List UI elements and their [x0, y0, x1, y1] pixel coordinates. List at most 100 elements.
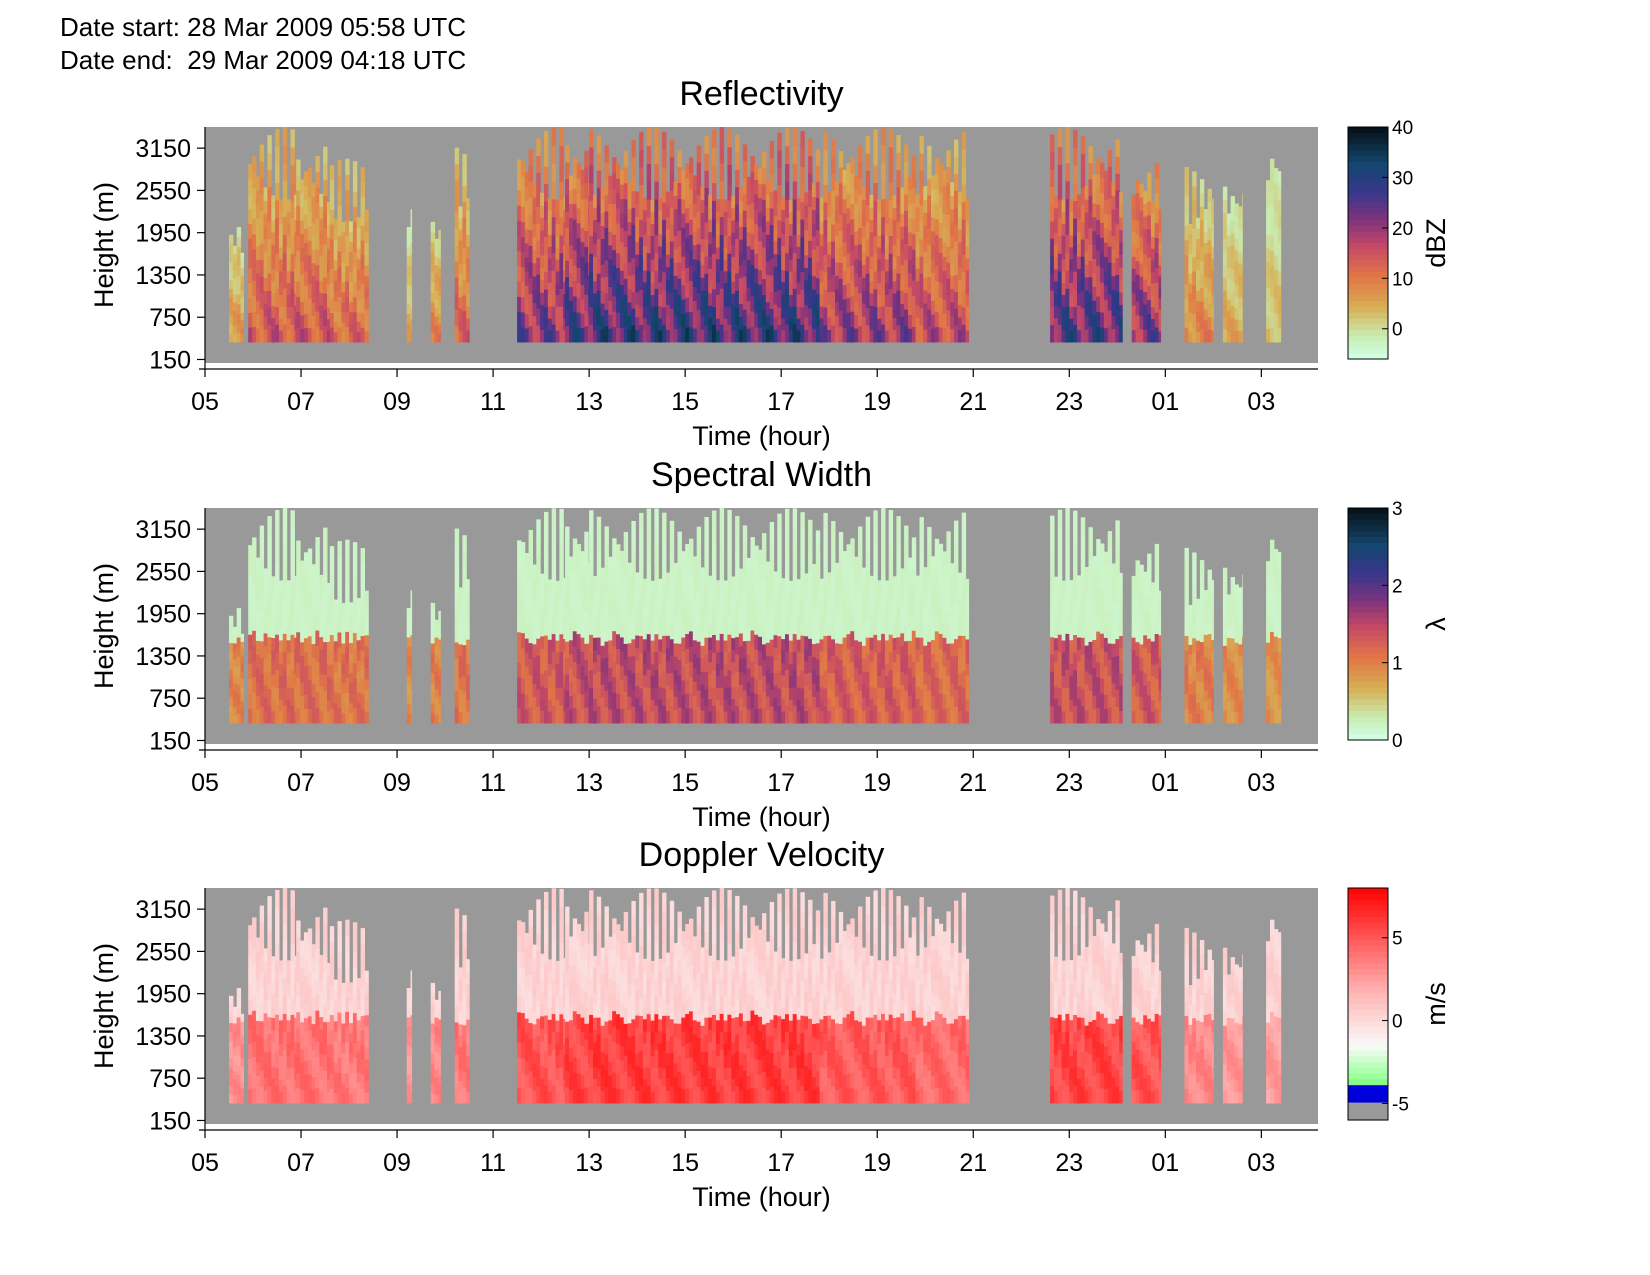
heatmap-cell	[240, 648, 244, 657]
heatmap-cell	[576, 588, 581, 605]
heatmap-cell	[232, 626, 238, 636]
heatmap-cell	[572, 600, 578, 616]
heatmap-cell	[1084, 593, 1089, 607]
heatmap-cell	[1273, 211, 1279, 227]
heatmap-cell	[559, 508, 564, 528]
heatmap-cell	[815, 578, 821, 596]
heatmap-cell	[796, 329, 801, 343]
heatmap-cell	[327, 236, 331, 250]
heatmap-cell	[1147, 595, 1152, 611]
heatmap-cell	[631, 554, 636, 573]
heatmap-cell	[900, 316, 905, 330]
heatmap-cell	[1096, 295, 1101, 312]
heatmap-cell	[438, 295, 441, 306]
heatmap-cell	[954, 139, 959, 158]
heatmap-cell	[635, 610, 640, 624]
heatmap-cell	[1277, 299, 1282, 314]
heatmap-cell	[240, 319, 244, 328]
heatmap-cell	[904, 525, 909, 543]
heatmap-cell	[1107, 659, 1113, 676]
heatmap-cell	[627, 656, 632, 670]
heatmap-cell	[600, 328, 605, 343]
heatmap-cell	[307, 708, 313, 724]
heatmap-cell	[462, 550, 467, 567]
heatmap-cell	[1065, 615, 1070, 634]
heatmap-cell	[842, 184, 847, 200]
heatmap-cell	[1242, 292, 1243, 306]
heatmap-cell	[278, 580, 284, 593]
heatmap-cell	[777, 531, 782, 549]
heatmap-cell	[808, 257, 813, 275]
heatmap-cell	[938, 558, 944, 575]
heatmap-cell	[229, 660, 234, 670]
heatmap-cell	[919, 671, 924, 690]
heatmap-cell	[854, 328, 859, 343]
heatmap-cell	[303, 637, 309, 653]
heatmap-cell	[785, 669, 790, 688]
heatmap-cell	[1088, 309, 1093, 327]
heatmap-cell	[677, 262, 682, 279]
heatmap-cell	[616, 663, 621, 679]
heatmap-cell	[430, 642, 436, 654]
heatmap-cell	[565, 641, 570, 659]
heatmap-cell	[708, 686, 713, 699]
heatmap-cell	[248, 282, 253, 299]
heatmap-cell	[319, 624, 324, 638]
heatmap-cell	[263, 684, 268, 698]
heatmap-cell	[608, 286, 613, 301]
heatmap-cell	[796, 663, 801, 676]
heatmap-cell	[1139, 328, 1144, 343]
heatmap-cell	[850, 172, 855, 189]
heatmap-cell	[858, 641, 863, 658]
heatmap-cell	[631, 140, 636, 158]
heatmap-cell	[267, 221, 272, 240]
heatmap-cell	[555, 270, 560, 284]
heatmap-cell	[356, 258, 362, 270]
heatmap-cell	[938, 192, 944, 209]
heatmap-cell	[458, 643, 463, 656]
heatmap-cell	[352, 236, 358, 253]
heatmap-cell	[333, 280, 339, 292]
heatmap-cell	[1158, 700, 1162, 713]
heatmap-cell	[300, 301, 305, 316]
heatmap-cell	[1061, 663, 1066, 677]
heatmap-cell	[263, 303, 268, 317]
heatmap-cell	[517, 616, 522, 633]
heatmap-cell	[1111, 629, 1116, 644]
heatmap-cell	[685, 252, 690, 268]
heatmap-cell	[1057, 616, 1063, 635]
heatmap-cell	[1119, 229, 1123, 243]
heatmap-cell	[773, 228, 778, 242]
heatmap-cell	[1230, 281, 1235, 294]
heatmap-cell	[565, 227, 570, 245]
heatmap-cell	[689, 615, 694, 632]
heatmap-cell	[811, 603, 817, 618]
heatmap-cell	[275, 200, 280, 219]
heatmap-cell	[619, 608, 625, 624]
heatmap-cell	[1084, 632, 1089, 646]
heatmap-cell	[327, 202, 331, 215]
heatmap-cell	[796, 222, 801, 235]
heatmap-cell	[311, 630, 316, 645]
heatmap-cell	[303, 666, 309, 681]
heatmap-cell	[754, 649, 759, 665]
heatmap-cell	[532, 577, 537, 592]
heatmap-cell	[323, 641, 328, 659]
heatmap-cell	[1115, 638, 1120, 656]
heatmap-cell	[627, 315, 632, 330]
heatmap-cell	[704, 568, 709, 587]
heatmap-cell	[1100, 222, 1105, 238]
heatmap-cell	[520, 707, 526, 724]
heatmap-cell	[1135, 233, 1140, 248]
heatmap-cell	[961, 670, 967, 689]
heatmap-cell	[528, 213, 533, 230]
heatmap-cell	[327, 641, 331, 654]
heatmap-cell	[323, 309, 328, 327]
heatmap-cell	[946, 262, 951, 279]
heatmap-cell	[360, 327, 365, 343]
heatmap-cell	[692, 695, 698, 710]
heatmap-cell	[1053, 601, 1059, 614]
heatmap-cell	[576, 237, 581, 254]
heatmap-cell	[723, 592, 728, 605]
heatmap-cell	[1050, 584, 1055, 603]
